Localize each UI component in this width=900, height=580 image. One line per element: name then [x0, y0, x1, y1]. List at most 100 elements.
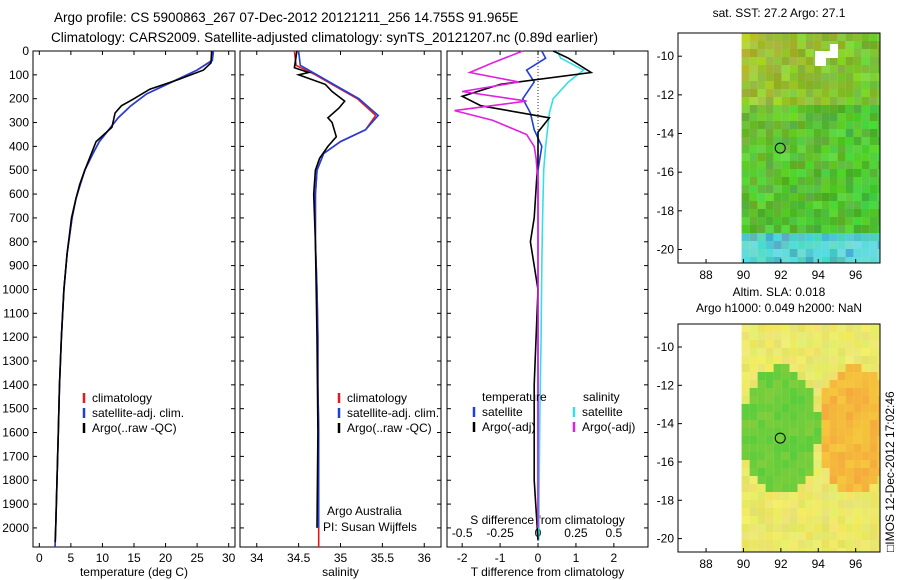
- sla-cell: [805, 460, 814, 468]
- sst-cell: [757, 249, 766, 257]
- sst-cell: [845, 225, 854, 233]
- sla-cell: [821, 324, 830, 332]
- sla-cell: [829, 348, 838, 356]
- sst-cell: [781, 137, 790, 145]
- sla-cell: [749, 356, 758, 364]
- sst-cell: [781, 49, 790, 57]
- sst-cell: [749, 81, 758, 89]
- sst-cell: [789, 49, 798, 57]
- sst-cell: [813, 209, 822, 217]
- depth-axis-label: 800: [9, 235, 29, 249]
- sla-cell: [749, 524, 758, 532]
- sst-cell: [789, 209, 798, 217]
- sla-cell: [749, 340, 758, 348]
- sst-cell: [813, 241, 822, 249]
- sla-cell: [877, 428, 880, 436]
- sla-cell: [837, 388, 846, 396]
- sst-cell: [773, 113, 782, 121]
- sla-cell: [869, 388, 878, 396]
- sst-cell: [797, 73, 806, 81]
- sla-cell: [757, 548, 766, 552]
- sla-cell: [789, 468, 798, 476]
- sst-cell: [765, 193, 774, 201]
- sla-cell: [773, 396, 782, 404]
- sst-cell: [837, 249, 846, 257]
- sla-cell: [877, 500, 880, 508]
- sla-cell: [877, 324, 880, 332]
- sst-cell: [861, 193, 870, 201]
- difference-series-3: [454, 50, 539, 528]
- depth-axis-label: 1900: [2, 497, 29, 511]
- salinity-x-label: 35.5: [371, 551, 395, 565]
- sst-cell: [797, 49, 806, 57]
- depth-axis-label: 200: [9, 92, 29, 106]
- sla-cell: [845, 476, 854, 484]
- sst-cell: [869, 233, 878, 241]
- sla-cell: [861, 484, 870, 492]
- sla-cell: [877, 420, 880, 428]
- depth-axis-label: 1200: [2, 330, 29, 344]
- sst-cell: [869, 169, 878, 177]
- sla-cell: [789, 420, 798, 428]
- sla-cell: [773, 348, 782, 356]
- sst-cell: [853, 97, 862, 105]
- sla-cell: [877, 332, 880, 340]
- sla-cell: [789, 436, 798, 444]
- sla-cell: [797, 324, 806, 332]
- sla-cell: [781, 468, 790, 476]
- sla-cell: [829, 548, 838, 552]
- sla-cell: [837, 324, 846, 332]
- sst-cell: [749, 193, 758, 201]
- sst-cell: [781, 113, 790, 121]
- sst-cell: [861, 201, 870, 209]
- sst-y-label: -14: [657, 127, 675, 141]
- difference-series-1: [538, 50, 585, 540]
- sla-cell: [797, 340, 806, 348]
- depth-axis-label: 1300: [2, 354, 29, 368]
- sst-cell: [845, 169, 854, 177]
- sla-cell: [813, 332, 822, 340]
- salinity-legend-entry: Argo(..raw -QC): [347, 421, 432, 435]
- sla-cell: [829, 372, 838, 380]
- sla-cell: [845, 492, 854, 500]
- sst-cell: [861, 209, 870, 217]
- sla-cell: [797, 388, 806, 396]
- sst-cell: [837, 153, 846, 161]
- sst-cell: [757, 137, 766, 145]
- sla-cell: [749, 460, 758, 468]
- sst-cell: [877, 233, 880, 241]
- sla-cell: [805, 516, 814, 524]
- sst-cell: [757, 217, 766, 225]
- sst-cell: [773, 121, 782, 129]
- sst-cell: [797, 41, 806, 49]
- sst-cell: [853, 249, 862, 257]
- sla-cell: [813, 436, 822, 444]
- sla-cell: [757, 364, 766, 372]
- sst-cell: [797, 185, 806, 193]
- sst-cell: [869, 73, 878, 81]
- sst-cell: [877, 97, 880, 105]
- sst-cell: [829, 81, 838, 89]
- sst-cell: [845, 105, 854, 113]
- sst-cell: [877, 57, 880, 65]
- sla-cell: [749, 324, 758, 332]
- sst-cell: [741, 145, 750, 153]
- sst-cell: [821, 177, 830, 185]
- sst-cell: [781, 257, 790, 263]
- sst-cell: [741, 73, 750, 81]
- sst-cell: [869, 225, 878, 233]
- sla-cell: [757, 356, 766, 364]
- sst-cell: [853, 201, 862, 209]
- temperature-legend-entry: Argo(..raw -QC): [92, 421, 177, 435]
- sla-cell: [797, 420, 806, 428]
- sst-cell: [749, 137, 758, 145]
- side-label-text: □IMOS 12-Dec-2012 17:02:46: [883, 391, 897, 552]
- sst-cell: [789, 121, 798, 129]
- sst-cell: [741, 121, 750, 129]
- sla-cell: [773, 332, 782, 340]
- sla-cell: [781, 436, 790, 444]
- depth-axis-label: 100: [9, 68, 29, 82]
- sst-cell: [821, 225, 830, 233]
- difference-x-label: -1: [495, 551, 506, 565]
- sla-cell: [821, 524, 830, 532]
